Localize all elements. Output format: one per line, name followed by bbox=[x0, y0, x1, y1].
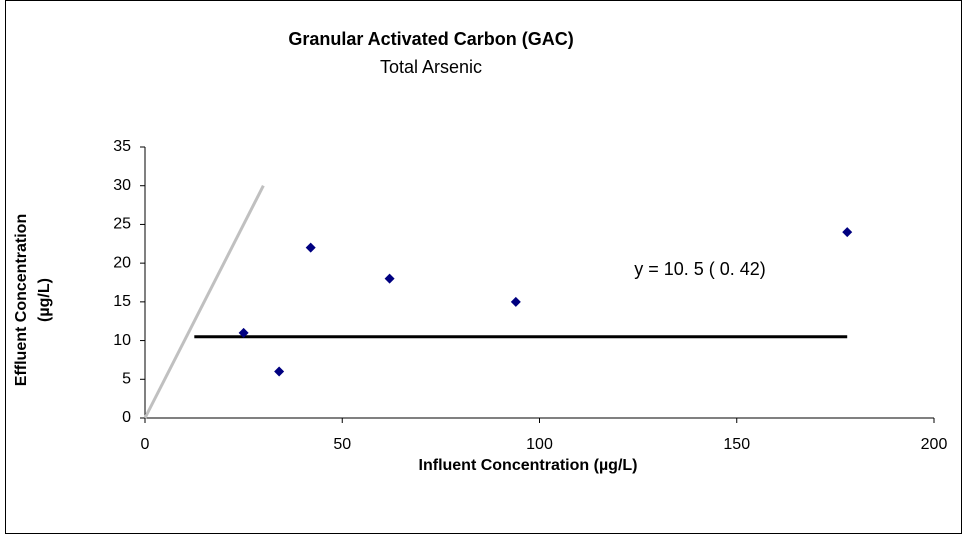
point bbox=[305, 242, 316, 253]
x-axis-label: Influent Concentration (µg/L) bbox=[419, 457, 638, 474]
x-tick-label: 50 bbox=[333, 436, 351, 453]
x-tick-label: 150 bbox=[723, 436, 750, 453]
y-tick-label: 0 bbox=[122, 409, 131, 426]
point bbox=[238, 327, 249, 338]
x-tick-label: 100 bbox=[526, 436, 553, 453]
point bbox=[842, 227, 853, 238]
x-tick-label: 200 bbox=[921, 436, 948, 453]
point bbox=[384, 273, 395, 284]
point bbox=[274, 366, 285, 377]
y-tick-label: 25 bbox=[113, 216, 131, 233]
annotation: y = 10. 5 ( 0. 42) bbox=[634, 259, 766, 279]
reference-line bbox=[143, 185, 265, 419]
y-tick-label: 30 bbox=[113, 177, 131, 194]
point bbox=[510, 296, 521, 307]
chart-subtitle: Total Arsenic bbox=[380, 57, 482, 77]
y-axis-label: Effluent Concentration bbox=[13, 214, 30, 386]
chart-title: Granular Activated Carbon (GAC) bbox=[288, 29, 573, 49]
chart-frame bbox=[5, 0, 962, 534]
y-axis-label: (µg/L) bbox=[36, 278, 53, 322]
y-tick-label: 5 bbox=[122, 371, 131, 388]
y-tick-label: 35 bbox=[113, 138, 131, 155]
x-tick-label: 0 bbox=[141, 436, 150, 453]
y-tick-label: 10 bbox=[113, 332, 131, 349]
y-tick-label: 20 bbox=[113, 254, 131, 271]
y-tick-label: 15 bbox=[113, 293, 131, 310]
